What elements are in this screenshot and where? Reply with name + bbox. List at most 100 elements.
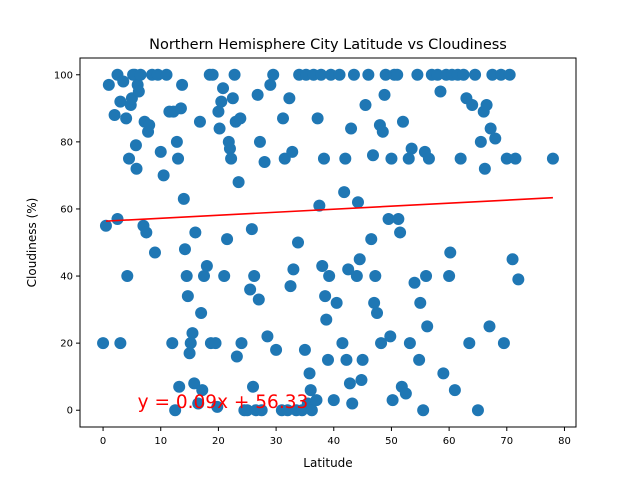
data-point (303, 367, 316, 380)
data-point (315, 68, 328, 81)
data-point (217, 82, 230, 95)
regression-equation-label: y = 0.09x + 56.33 (138, 392, 309, 413)
data-point (270, 343, 283, 356)
x-tick-label: 10 (154, 436, 167, 447)
data-point (151, 68, 164, 81)
data-point (166, 337, 179, 350)
data-point (457, 68, 470, 81)
data-point (196, 384, 209, 397)
y-tick-label: 60 (60, 204, 73, 215)
data-point (180, 270, 193, 283)
data-point (454, 152, 467, 165)
data-point (169, 404, 182, 417)
data-point (466, 98, 479, 111)
data-point (228, 68, 241, 81)
data-point (319, 290, 332, 303)
data-point (261, 330, 274, 343)
data-point (123, 152, 136, 165)
data-point (324, 68, 337, 81)
data-point (206, 68, 219, 81)
data-point (247, 380, 260, 393)
data-point (382, 213, 395, 226)
data-point (431, 68, 444, 81)
data-point (342, 263, 355, 276)
data-point (121, 270, 134, 283)
data-point (212, 105, 225, 118)
data-point (281, 404, 294, 417)
data-point (181, 290, 194, 303)
data-point (225, 152, 238, 165)
data-point (474, 135, 487, 148)
data-point (170, 135, 183, 148)
data-point (310, 394, 323, 407)
data-point (183, 347, 196, 360)
data-point (292, 236, 305, 249)
data-point (497, 337, 510, 350)
data-point (114, 337, 127, 350)
data-point (218, 270, 231, 283)
data-point (413, 353, 426, 366)
data-point (371, 306, 384, 319)
data-point (503, 68, 516, 81)
x-tick-label: 30 (270, 436, 283, 447)
y-tick-label: 40 (60, 272, 73, 283)
data-point (391, 68, 404, 81)
y-axis-ticks: 0 20 40 60 80 100 (54, 70, 80, 417)
data-point (414, 296, 427, 309)
data-point (143, 119, 156, 132)
data-point (392, 213, 405, 226)
y-tick-label: 0 (67, 406, 73, 417)
y-tick-label: 80 (60, 137, 73, 148)
data-point (160, 68, 173, 81)
data-point (362, 68, 375, 81)
data-point (244, 283, 257, 296)
data-point (316, 259, 329, 272)
data-point (252, 293, 265, 306)
x-tick-label: 80 (558, 436, 571, 447)
data-point (111, 213, 124, 226)
data-point (97, 337, 110, 350)
data-point (298, 343, 311, 356)
data-point (189, 226, 202, 239)
data-point (394, 226, 407, 239)
data-point (234, 112, 247, 125)
y-axis-label: Cloudiness (%) (25, 198, 39, 288)
data-point (330, 296, 343, 309)
data-point (327, 394, 340, 407)
data-point (483, 320, 496, 333)
plot-frame (79, 57, 577, 428)
data-point (192, 397, 205, 410)
data-point (99, 219, 112, 232)
data-point (317, 152, 330, 165)
data-point (350, 270, 363, 283)
data-point (245, 223, 258, 236)
data-point (443, 270, 456, 283)
data-point (235, 337, 248, 350)
y-tick-label: 100 (54, 70, 73, 81)
data-point (355, 374, 368, 387)
data-point (174, 102, 187, 115)
data-point (437, 367, 450, 380)
data-point (117, 75, 130, 88)
data-point (484, 122, 497, 135)
data-point (500, 152, 513, 165)
data-point (405, 142, 418, 155)
data-point (320, 313, 333, 326)
data-point (359, 98, 372, 111)
data-point (322, 353, 334, 366)
data-point (402, 152, 415, 165)
data-point (333, 68, 346, 81)
data-point (286, 145, 299, 158)
data-point (375, 337, 388, 350)
points-layer (97, 68, 559, 417)
data-point (195, 306, 208, 319)
x-tick-label: 50 (385, 436, 398, 447)
data-point (264, 78, 277, 91)
data-point (172, 152, 185, 165)
x-axis-ticks: 0 10 20 30 40 50 60 70 80 (100, 427, 571, 447)
regression-line (105, 196, 553, 222)
data-point (340, 353, 353, 366)
data-point (506, 253, 519, 266)
data-point (417, 404, 430, 417)
